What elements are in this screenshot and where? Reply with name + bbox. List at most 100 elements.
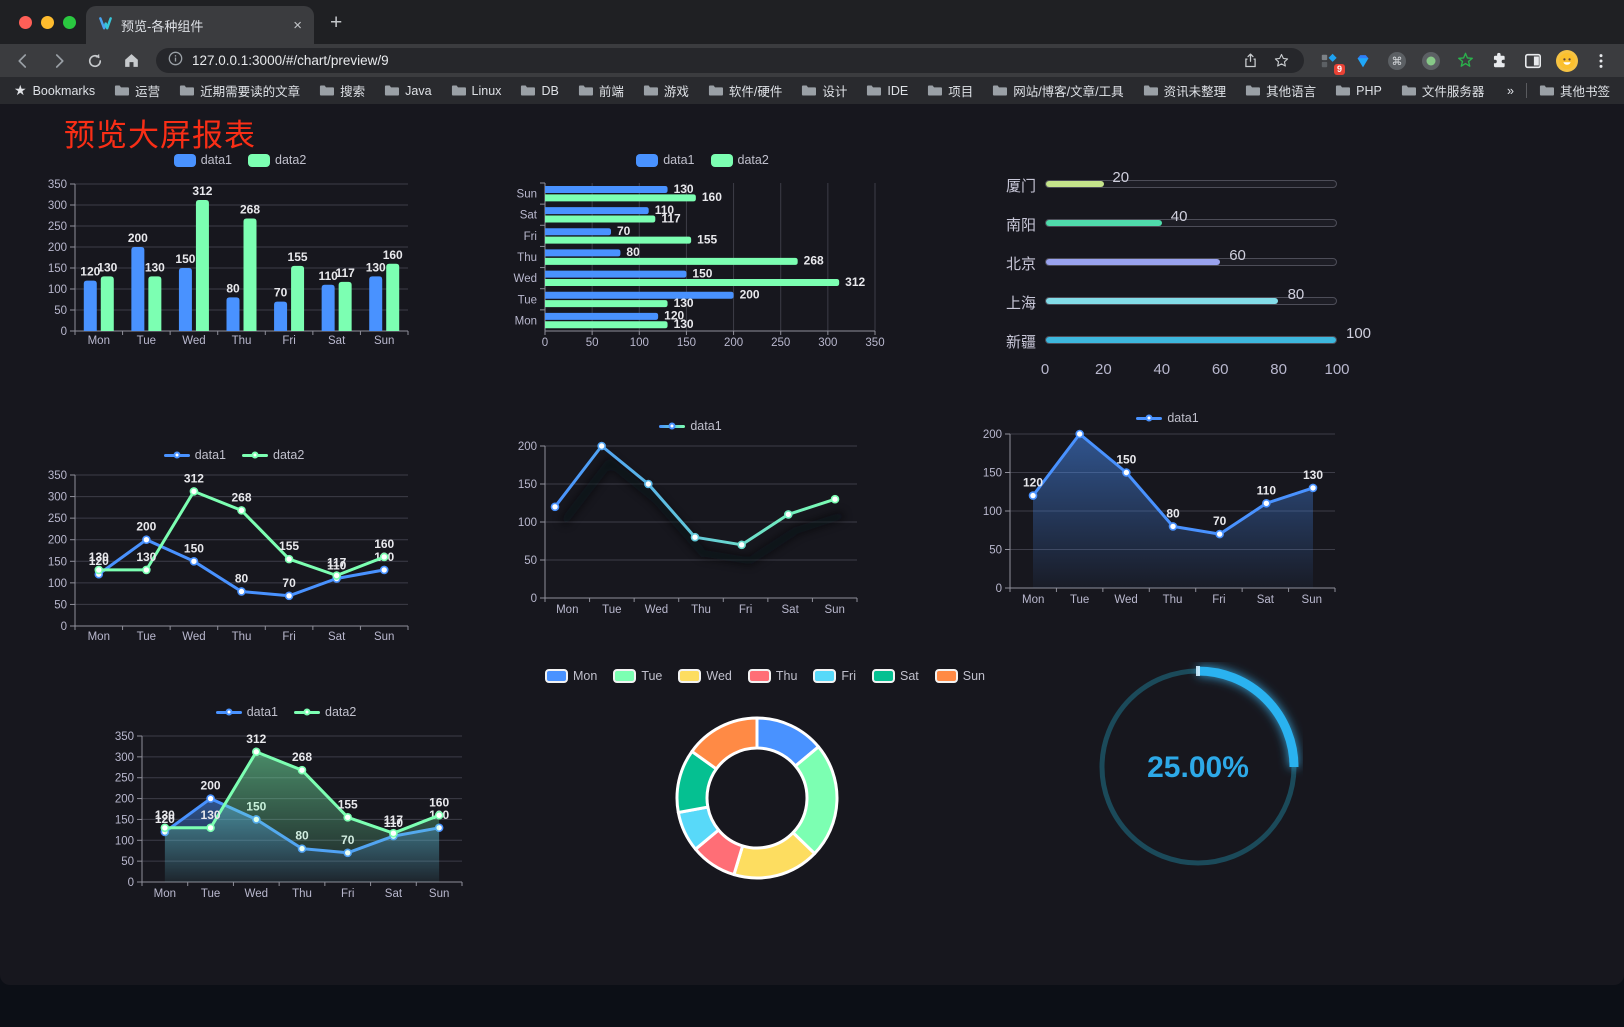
legend-item-data2[interactable]: data2 bbox=[248, 153, 306, 167]
chart-canvas[interactable] bbox=[672, 713, 842, 883]
bookmark-folder[interactable]: PHP bbox=[1335, 81, 1382, 100]
window-minimize-button[interactable] bbox=[41, 16, 54, 29]
legend-item-data2[interactable]: data2 bbox=[710, 153, 769, 167]
url-text[interactable]: 127.0.0.1:3000/#/chart/preview/9 bbox=[192, 53, 389, 68]
legend-item-Wed[interactable]: Wed bbox=[678, 669, 732, 683]
bookmark-folder[interactable]: 运营 bbox=[114, 81, 160, 100]
home-icon[interactable] bbox=[120, 50, 142, 72]
bookmarks-overflow-chevron[interactable]: » bbox=[1507, 83, 1514, 98]
bookmark-folder[interactable]: 项目 bbox=[927, 81, 973, 100]
legend-item-data1[interactable]: data1 bbox=[215, 705, 278, 719]
window-close-button[interactable] bbox=[19, 16, 32, 29]
chart-canvas[interactable]: 050100150200MonTueWedThuFriSatSun1202001… bbox=[975, 414, 1360, 616]
gradient-line-chart[interactable]: data1 0 50 100 150 200 Mon Tue Wed Thu Fri Sat Sun bbox=[508, 416, 873, 632]
tab-close-icon[interactable]: × bbox=[293, 16, 302, 34]
bookmark-folder[interactable]: Java bbox=[384, 81, 432, 100]
share-icon[interactable] bbox=[1239, 50, 1261, 72]
window-controls[interactable] bbox=[19, 16, 76, 29]
svg-text:200: 200 bbox=[48, 242, 67, 254]
browser-tab[interactable]: 预览-各种组件 × bbox=[86, 6, 314, 44]
proxy-extension-icon[interactable]: 9 bbox=[1318, 50, 1345, 75]
legend-item-data1[interactable]: data1 bbox=[163, 448, 226, 462]
legend-item-Thu[interactable]: Thu bbox=[747, 669, 797, 683]
svg-text:268: 268 bbox=[804, 254, 824, 268]
svg-text:Fri: Fri bbox=[341, 888, 354, 900]
bookmark-folder[interactable]: 网站/博客/文章/工具 bbox=[992, 81, 1124, 100]
reload-icon[interactable] bbox=[84, 50, 106, 72]
gem-extension-icon[interactable] bbox=[1352, 50, 1374, 72]
progress-bar-chart[interactable]: 厦门 20 南阳 40 北京 60 上海 80 新疆 100 0 20 40 60 80 100 bbox=[1000, 152, 1390, 382]
svg-text:0: 0 bbox=[61, 621, 67, 633]
legend-item-data2[interactable]: data2 bbox=[242, 448, 304, 462]
address-bar[interactable]: 127.0.0.1:3000/#/chart/preview/9 bbox=[156, 48, 1304, 73]
bookmark-folder[interactable]: 近期需要读的文章 bbox=[179, 81, 300, 100]
extensions-puzzle-icon[interactable] bbox=[1488, 50, 1510, 72]
legend-item-Sun[interactable]: Sun bbox=[934, 669, 985, 683]
grouped-bar-chart[interactable]: data1 data2 0 50 100 150 200 250 300 350 Mon Tue Wed… bbox=[40, 150, 440, 355]
bookmark-folder[interactable]: 软件/硬件 bbox=[708, 81, 782, 100]
other-bookmarks-folder[interactable]: 其他书签 bbox=[1539, 81, 1610, 100]
horizontal-bar-chart[interactable]: data1 data2 0 50 100 150 200 250 300 350 Sun 130 160… bbox=[505, 150, 900, 355]
bookmark-folder[interactable]: 文件服务器 bbox=[1401, 81, 1484, 100]
window-zoom-button[interactable] bbox=[63, 16, 76, 29]
legend-label: data1 bbox=[200, 153, 232, 167]
legend-item-data1[interactable]: data1 bbox=[659, 419, 722, 433]
bookmark-folder[interactable]: 其他语言 bbox=[1245, 81, 1316, 100]
sidebar-toggle-icon[interactable] bbox=[1522, 50, 1544, 72]
two-series-line-chart[interactable]: data1 data2 0 50 100 150 200 250 300 350 Mon Tue Wed… bbox=[48, 445, 420, 661]
bookmarks-manager-item[interactable]: ★ Bookmarks bbox=[14, 82, 95, 99]
back-icon[interactable] bbox=[12, 50, 34, 72]
progress-track bbox=[1045, 258, 1337, 266]
bookmarks-bar-right: » 其他书签 bbox=[1507, 81, 1610, 100]
bookmark-folder[interactable]: Linux bbox=[451, 81, 501, 100]
chart-canvas[interactable]: 0 50 100 150 200 250 300 350 Mon Tue Wed Thu Fri Sat S… bbox=[48, 465, 420, 655]
legend-item-Fri[interactable]: Fri bbox=[813, 669, 856, 683]
chart-canvas[interactable]: 0 50 100 150 200 250 300 350 Mon Tue Wed Thu Fri Sat S… bbox=[100, 722, 472, 912]
legend-item-data2[interactable]: data2 bbox=[294, 705, 356, 719]
recorder-extension-icon[interactable] bbox=[1420, 50, 1442, 72]
chart-canvas[interactable]: 0 50 100 150 200 250 300 350 Mon Tue Wed Thu Fri Sat S… bbox=[40, 170, 440, 358]
svg-text:Sat: Sat bbox=[385, 888, 403, 900]
bookmark-folder[interactable]: 设计 bbox=[801, 81, 847, 100]
star-icon: ★ bbox=[14, 82, 27, 98]
svg-text:200: 200 bbox=[518, 441, 537, 453]
svg-text:312: 312 bbox=[192, 184, 212, 198]
progress-value: 60 bbox=[1229, 247, 1246, 264]
legend-item-Mon[interactable]: Mon bbox=[544, 669, 597, 683]
new-tab-button[interactable]: + bbox=[330, 11, 343, 34]
svg-text:70: 70 bbox=[274, 286, 288, 300]
bookmark-folder[interactable]: IDE bbox=[866, 81, 908, 100]
bookmark-folder[interactable]: 资讯未整理 bbox=[1143, 81, 1226, 100]
bookmark-folder[interactable]: 游戏 bbox=[643, 81, 689, 100]
bookmark-folder[interactable]: DB bbox=[520, 81, 559, 100]
legend-item-data1[interactable]: data1 bbox=[636, 153, 695, 167]
svg-text:312: 312 bbox=[845, 275, 865, 289]
site-info-icon[interactable] bbox=[168, 51, 183, 71]
chart-canvas[interactable]: 0 50 100 150 200 Mon Tue Wed Thu Fri Sat Sun bbox=[508, 436, 873, 626]
bookmark-folder[interactable]: 搜索 bbox=[319, 81, 365, 100]
profile-avatar[interactable] bbox=[1556, 49, 1578, 72]
svg-text:120: 120 bbox=[80, 265, 100, 279]
legend-item-data1[interactable]: data1 bbox=[1136, 411, 1199, 425]
legend-item-Sat[interactable]: Sat bbox=[872, 669, 919, 683]
progress-row-新疆: 新疆 100 bbox=[1000, 325, 1390, 351]
command-extension-icon[interactable]: ⌘ bbox=[1386, 50, 1408, 72]
gauge-chart[interactable]: 25.00% bbox=[1093, 662, 1303, 872]
legend-item-Tue[interactable]: Tue bbox=[613, 669, 662, 683]
bookmark-folder[interactable]: 前端 bbox=[578, 81, 624, 100]
svg-text:100: 100 bbox=[48, 578, 67, 590]
bookmark-star-icon[interactable] bbox=[1270, 50, 1292, 72]
bookmarks-label: Bookmarks bbox=[32, 83, 96, 98]
progress-fill bbox=[1046, 181, 1104, 187]
area-line-chart[interactable]: data1 0 50 100 150 200 Mon Tue Wed Thu Fri Sat Sun 12… bbox=[975, 408, 1360, 624]
svg-text:110: 110 bbox=[655, 203, 675, 217]
browser-menu-icon[interactable] bbox=[1590, 50, 1612, 72]
green-star-extension-icon[interactable] bbox=[1454, 50, 1476, 72]
donut-chart[interactable] bbox=[672, 713, 842, 883]
forward-icon[interactable] bbox=[48, 50, 70, 72]
bookmark-folder-label: DB bbox=[541, 83, 559, 98]
two-series-area-chart[interactable]: data1 data2 0 50 100 150 200 250 300 350 Mon Tue Wed… bbox=[100, 702, 472, 918]
legend-item-data1[interactable]: data1 bbox=[173, 153, 232, 167]
chart-canvas[interactable]: 25.00% bbox=[1093, 662, 1303, 872]
